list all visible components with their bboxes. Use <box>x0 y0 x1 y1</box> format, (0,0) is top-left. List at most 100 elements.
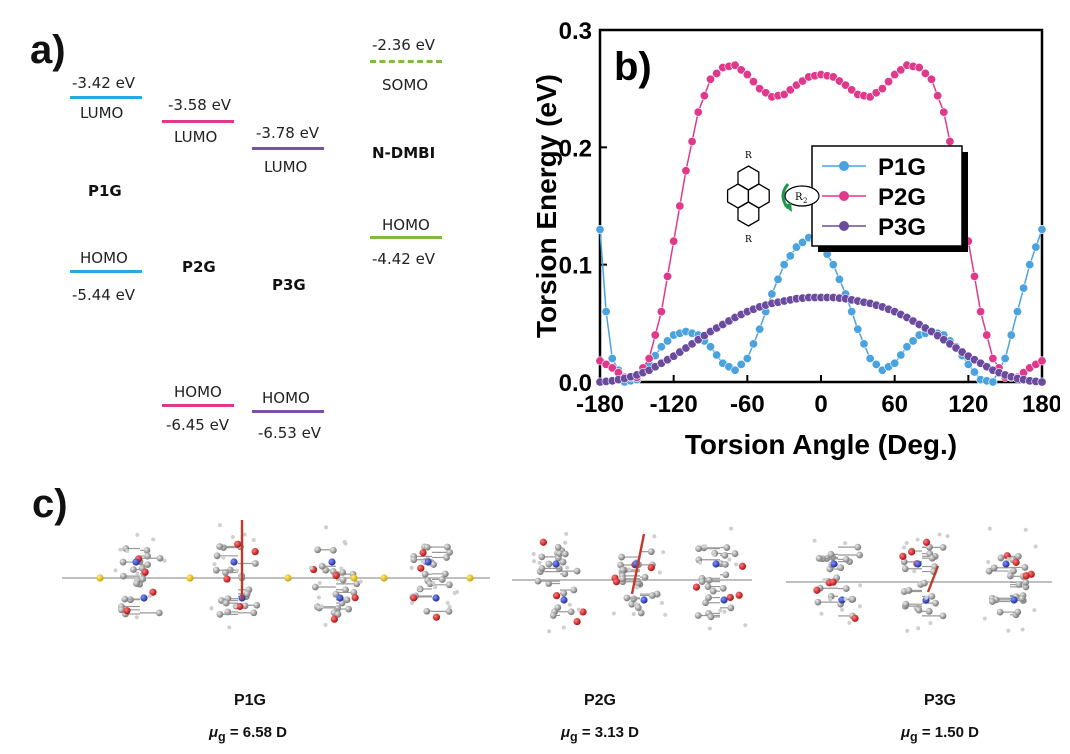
carbon-atom <box>250 609 258 617</box>
hydrogen-atom <box>928 621 933 626</box>
carbon-atom <box>702 599 709 607</box>
hydrogen-atom <box>233 604 238 609</box>
hydrogen-atom <box>576 607 581 612</box>
data-point-p1g <box>1019 283 1029 293</box>
nitrogen-atom <box>552 560 560 568</box>
carbon-atom <box>430 561 438 568</box>
carbon-atom <box>928 592 936 600</box>
hydrogen-atom <box>564 531 569 536</box>
hydrogen-atom <box>135 532 140 537</box>
data-point-p1g <box>902 342 912 352</box>
p2g-lumo-energy: -3.58 eV <box>168 96 232 114</box>
hydrogen-atom <box>317 581 322 586</box>
hydrogen-atom <box>915 537 920 542</box>
hydrogen-atom <box>1006 557 1011 562</box>
data-point-p1g <box>736 359 746 369</box>
carbon-atom <box>902 600 910 608</box>
carbon-atom <box>705 594 712 601</box>
hydrogen-atom <box>611 611 616 616</box>
carbon-atom <box>996 608 1004 616</box>
data-point-p3g <box>945 339 955 349</box>
hydrogen-atom <box>151 537 156 542</box>
legend-marker <box>839 191 849 201</box>
carbon-atom <box>827 550 835 558</box>
ndmbi-somo-level <box>370 60 442 63</box>
p1g-dipole: μg = 6.58 D <box>168 724 328 744</box>
carbon-atom <box>243 590 251 598</box>
carbon-atom <box>939 612 947 620</box>
hydrogen-atom <box>319 604 324 609</box>
carbon-atom <box>815 554 823 562</box>
mu-symbol: μ <box>901 724 911 741</box>
carbon-atom <box>707 613 715 621</box>
oxygen-atom <box>738 562 747 570</box>
data-point-p1g <box>1031 242 1041 252</box>
hydrogen-atom <box>727 557 732 562</box>
x-tick-label: 0 <box>814 391 827 418</box>
data-point-p1g <box>834 274 844 284</box>
oxygen-atom <box>851 614 859 622</box>
x-tick-label: -180 <box>576 391 624 418</box>
data-point-p2g <box>890 70 900 80</box>
oxygen-atom <box>417 564 425 572</box>
hydrogen-atom <box>227 625 232 630</box>
torsion-energy-chart: b) -180 -120 -60 0 60 120 180 0.0 0.1 0.2 0.3 Torsio… <box>531 20 1060 460</box>
carbon-atom <box>719 584 727 592</box>
hydrogen-atom <box>125 549 130 554</box>
carbon-atom <box>695 545 703 553</box>
oxygen-atom <box>432 613 441 621</box>
carbon-atom <box>318 562 326 570</box>
hydrogen-atom <box>718 608 723 613</box>
carbon-atom <box>990 564 998 572</box>
data-point-p1g <box>896 350 906 360</box>
oxygen-atom <box>579 608 587 616</box>
mu-symbol: μ <box>561 724 571 741</box>
nitrogen-atom <box>1002 560 1010 568</box>
hydrogen-atom <box>659 600 664 605</box>
sulfur-atom <box>350 574 358 582</box>
carbon-atom <box>1014 608 1022 616</box>
data-point-p2g <box>669 236 679 246</box>
carbon-atom <box>121 595 129 603</box>
carbon-atom <box>549 612 557 619</box>
ndmbi-homo-level <box>370 236 442 239</box>
x-axis-label: Torsion Angle (Deg.) <box>685 429 957 460</box>
data-point-p1g <box>908 336 918 346</box>
hydrogen-atom <box>308 565 313 570</box>
carbon-atom <box>901 565 909 573</box>
hydrogen-atom <box>134 577 139 582</box>
data-point-p2g <box>681 166 691 176</box>
carbon-atom <box>842 555 850 563</box>
carbon-atom <box>339 568 347 576</box>
hydrogen-atom <box>234 568 239 573</box>
hydrogen-atom <box>743 623 748 628</box>
hydrogen-atom <box>567 602 572 607</box>
p2g-caption: P2G <box>583 692 616 709</box>
nitrogen-atom <box>432 594 440 602</box>
data-point-p3g <box>681 343 691 353</box>
carbon-atom <box>334 610 342 618</box>
p2g-homo-energy: -6.45 eV <box>166 416 230 434</box>
oxygen-atom <box>908 548 916 556</box>
hydrogen-atom <box>147 594 152 599</box>
carbon-atom <box>222 599 230 607</box>
hydrogen-atom <box>409 565 414 570</box>
carbon-atom <box>212 566 220 574</box>
carbon-atom <box>932 599 939 607</box>
carbon-atom <box>144 561 151 569</box>
oxygen-atom <box>692 583 701 591</box>
data-point-p2g <box>914 63 924 73</box>
hydrogen-atom <box>433 585 438 590</box>
data-point-p2g <box>847 85 857 95</box>
carbon-atom <box>837 564 845 572</box>
carbon-atom <box>623 594 631 602</box>
hydrogen-atom <box>113 568 118 573</box>
data-point-p2g <box>736 65 746 75</box>
hydrogen-atom <box>1020 627 1025 632</box>
data-point-p2g <box>791 80 801 90</box>
oxygen-atom <box>236 602 244 611</box>
oxygen-atom <box>829 578 837 586</box>
data-point-p2g <box>742 70 752 80</box>
carbon-atom <box>139 575 147 583</box>
data-point-p3g <box>669 351 679 361</box>
